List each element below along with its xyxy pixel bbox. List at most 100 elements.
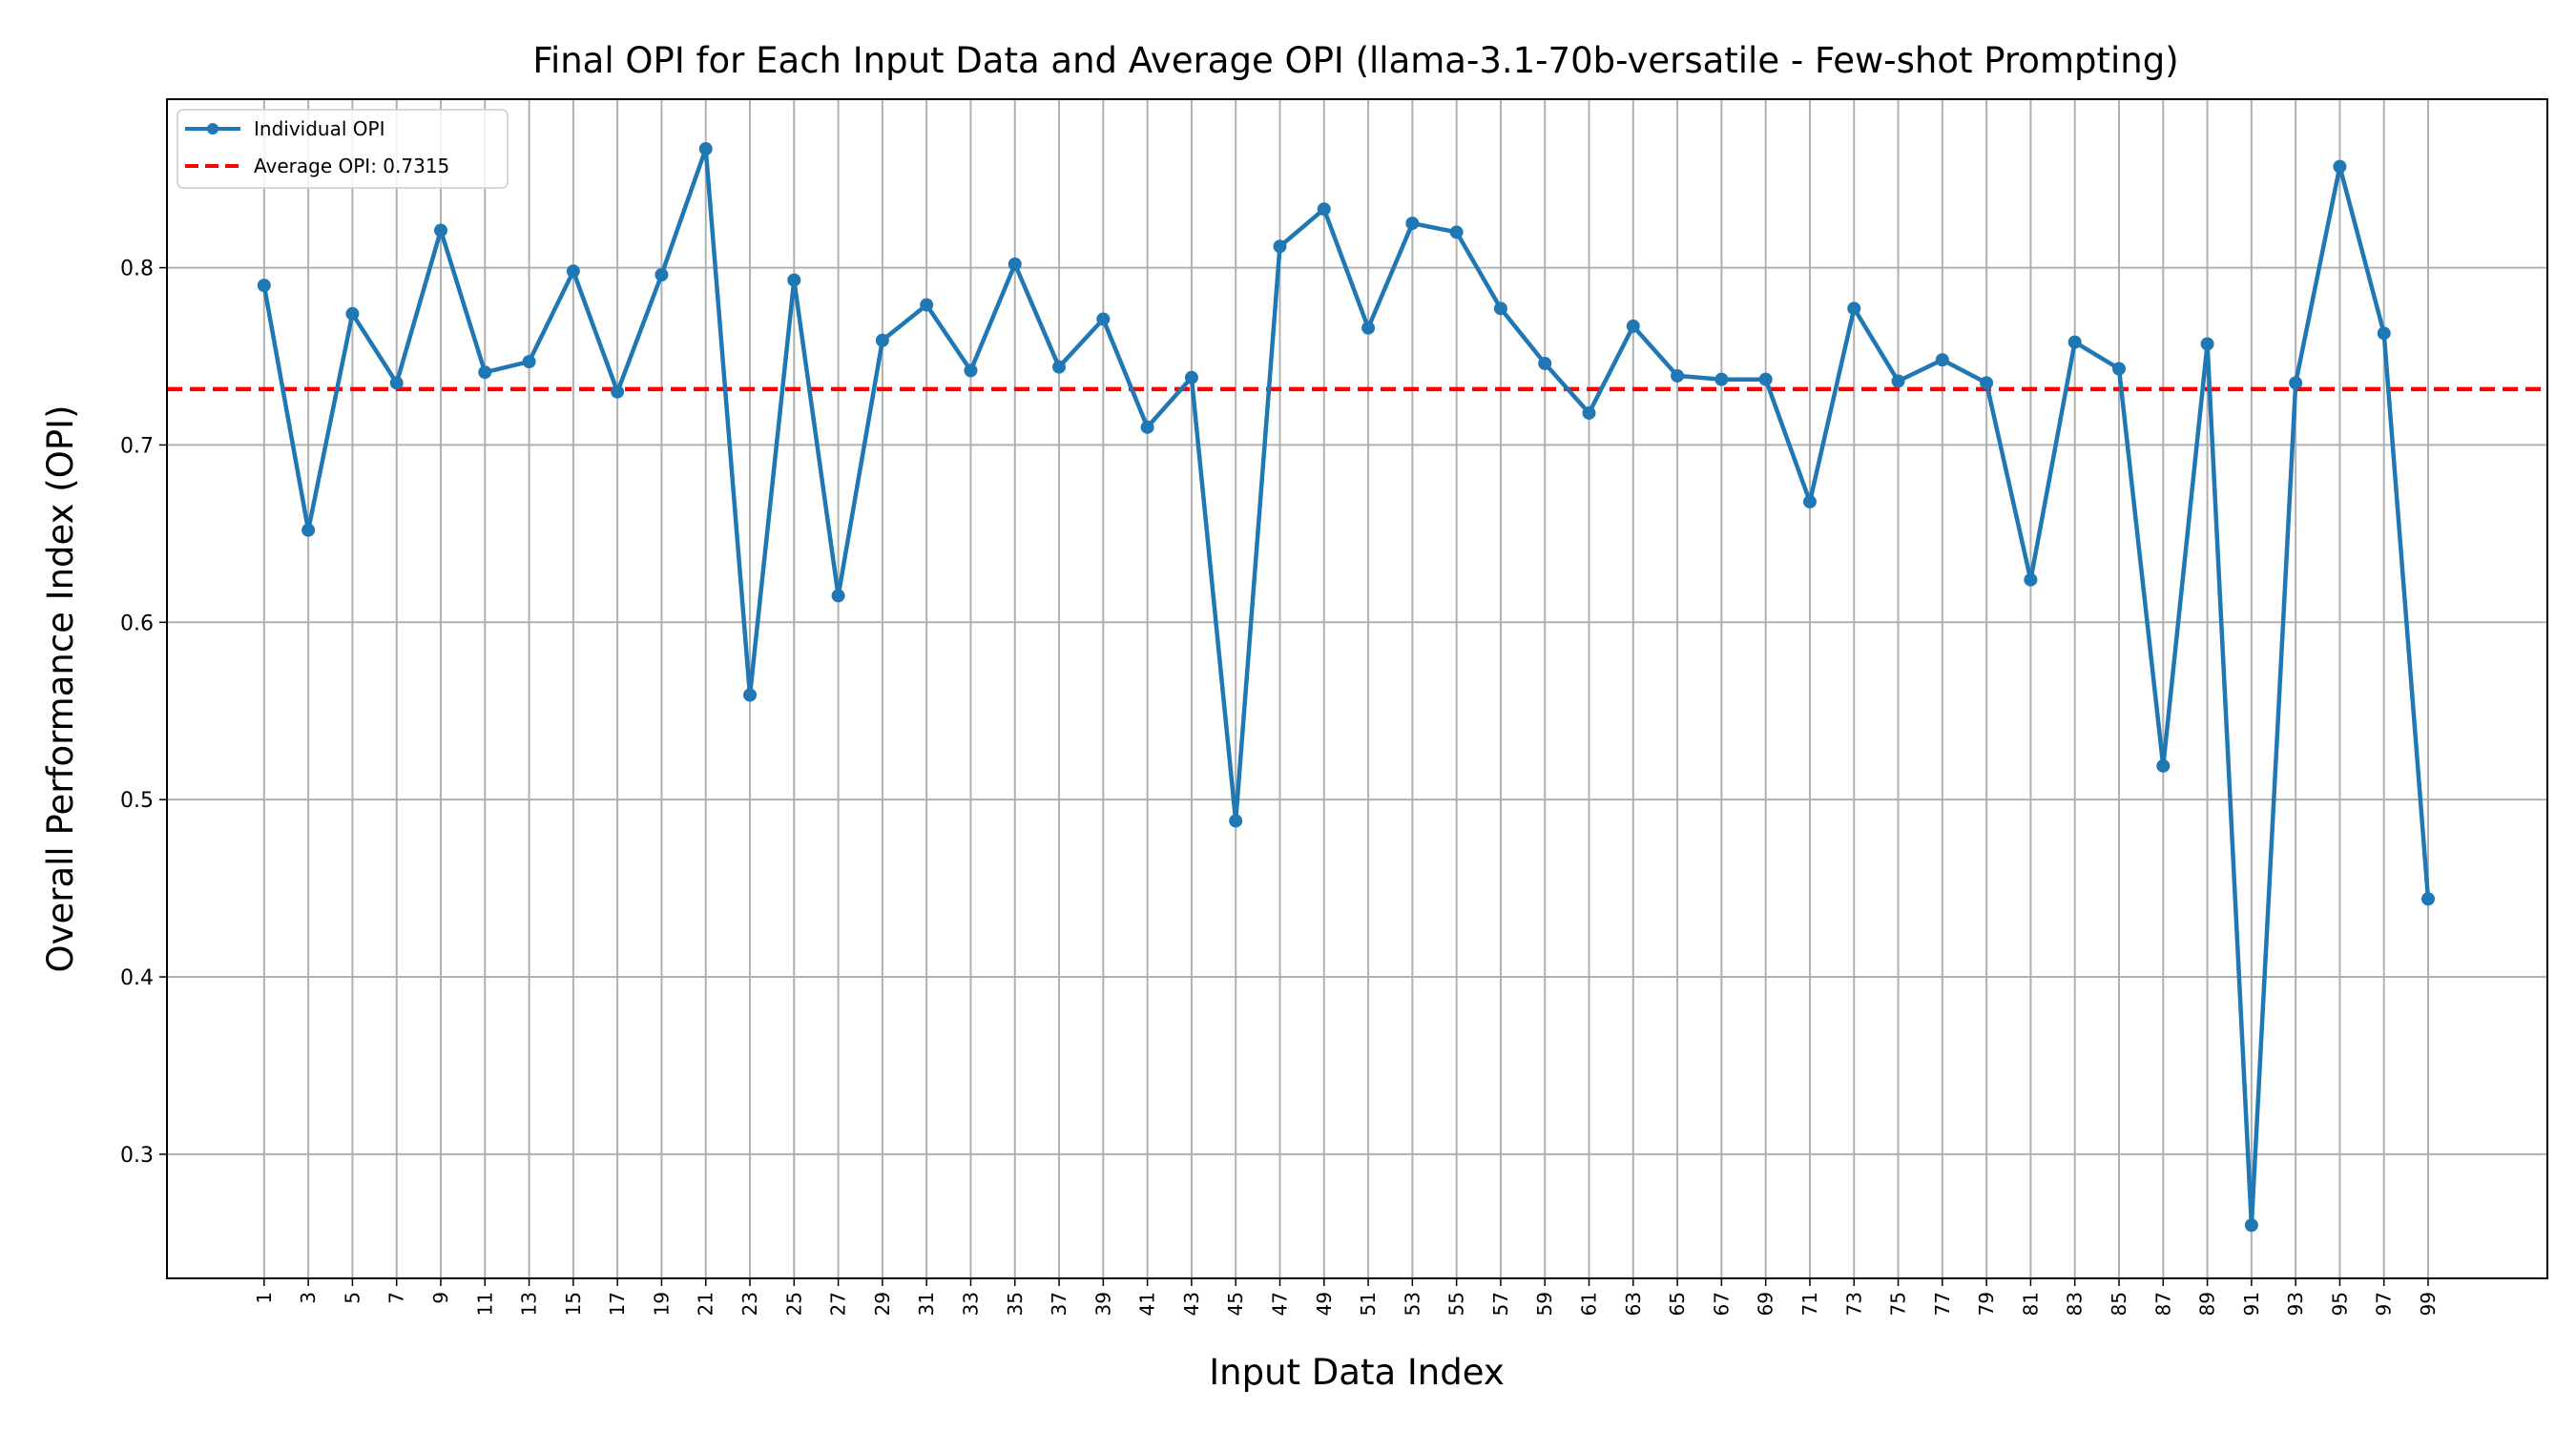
- data-point: [2067, 335, 2082, 349]
- x-tick-label: 59: [1533, 1292, 1556, 1316]
- x-tick-label: 87: [2151, 1292, 2174, 1316]
- x-tick-label: 37: [1048, 1292, 1070, 1316]
- x-tick-label: 17: [606, 1292, 629, 1316]
- legend-average-label: Average OPI: 0.7315: [254, 155, 449, 177]
- x-tick-label: 21: [695, 1292, 717, 1316]
- x-tick-label: 35: [1004, 1292, 1027, 1316]
- data-point: [345, 306, 360, 321]
- x-tick-label: 65: [1666, 1292, 1689, 1316]
- data-point: [1052, 360, 1067, 374]
- y-tick-label: 0.6: [120, 612, 154, 635]
- data-point: [478, 365, 492, 380]
- x-tick-label: 95: [2328, 1292, 2351, 1316]
- data-point: [2111, 362, 2126, 376]
- data-point: [1140, 420, 1154, 434]
- data-point: [875, 333, 889, 347]
- x-tick-label: 73: [1842, 1292, 1865, 1316]
- x-tick-label: 41: [1136, 1292, 1159, 1316]
- x-tick-label: 31: [915, 1292, 938, 1316]
- x-tick-label: 63: [1622, 1292, 1645, 1316]
- axis-ticks: 1 3 5 7 9 11 13 15 17 19 21 23 25 27 29 31 33 35 37 39 41 43 4…: [120, 258, 2440, 1317]
- legend-box: [177, 109, 509, 189]
- x-tick-label: 11: [473, 1292, 496, 1316]
- x-tick-label: 57: [1489, 1292, 1512, 1316]
- x-tick-label: 5: [341, 1292, 364, 1304]
- data-point: [1582, 405, 1596, 420]
- x-tick-label: 71: [1798, 1292, 1821, 1316]
- data-point: [1449, 225, 1464, 239]
- x-tick-label: 49: [1313, 1292, 1336, 1316]
- grid-lines: [167, 99, 2547, 1278]
- x-tick-label: 79: [1975, 1292, 1998, 1316]
- data-point: [698, 142, 713, 156]
- data-point: [1891, 374, 1905, 388]
- data-point: [1671, 368, 1685, 383]
- data-point: [654, 268, 669, 282]
- y-tick-label: 0.7: [120, 434, 154, 458]
- x-tick-label: 51: [1357, 1292, 1380, 1316]
- legend-series-marker: [207, 123, 218, 135]
- data-point: [964, 363, 978, 378]
- x-tick-label: 53: [1401, 1292, 1423, 1316]
- x-tick-label: 97: [2373, 1292, 2396, 1316]
- x-tick-label: 55: [1445, 1292, 1468, 1316]
- x-tick-label: 13: [518, 1292, 541, 1316]
- x-tick-label: 9: [429, 1292, 452, 1304]
- x-tick-label: 89: [2196, 1292, 2219, 1316]
- y-axis-label: Overall Performance Index (OPI): [40, 404, 81, 972]
- data-point: [920, 298, 934, 312]
- data-point: [1008, 257, 1022, 271]
- data-point: [1980, 376, 1994, 390]
- x-tick-label: 23: [738, 1292, 761, 1316]
- x-tick-label: 25: [782, 1292, 805, 1316]
- x-tick-label: 67: [1710, 1292, 1733, 1316]
- x-tick-label: 61: [1578, 1292, 1601, 1316]
- data-point: [1626, 319, 1640, 333]
- data-point: [1273, 239, 1287, 254]
- data-point: [257, 279, 271, 293]
- chart-title: Final OPI for Each Input Data and Averag…: [532, 40, 2178, 81]
- data-point: [611, 384, 625, 399]
- data-point: [1758, 372, 1773, 386]
- x-tick-label: 19: [650, 1292, 673, 1316]
- x-tick-label: 43: [1180, 1292, 1203, 1316]
- data-point: [2333, 159, 2347, 174]
- data-point: [1317, 202, 1331, 217]
- data-point: [522, 355, 536, 369]
- x-tick-label: 85: [2108, 1292, 2130, 1316]
- x-tick-label: 93: [2284, 1292, 2307, 1316]
- data-point: [1538, 356, 1552, 370]
- x-tick-label: 77: [1931, 1292, 1954, 1316]
- x-tick-label: 75: [1887, 1292, 1910, 1316]
- x-tick-label: 99: [2417, 1292, 2440, 1316]
- x-tick-label: 33: [959, 1292, 982, 1316]
- data-point: [1847, 301, 1861, 316]
- plot-frame: [166, 98, 2548, 1279]
- x-tick-label: 29: [871, 1292, 894, 1316]
- data-point: [743, 688, 758, 702]
- x-tick-label: 83: [2064, 1292, 2087, 1316]
- data-point: [1361, 321, 1376, 335]
- x-tick-label: 91: [2240, 1292, 2263, 1316]
- x-tick-label: 3: [297, 1292, 320, 1304]
- y-tick-label: 0.5: [120, 789, 154, 813]
- data-point: [1802, 494, 1817, 508]
- x-tick-label: 7: [385, 1292, 408, 1304]
- legend-series-label: Individual OPI: [254, 117, 384, 140]
- x-tick-label: 69: [1755, 1292, 1777, 1316]
- data-point: [787, 273, 801, 287]
- x-tick-label: 27: [827, 1292, 850, 1316]
- data-point: [433, 223, 447, 238]
- data-point: [2200, 337, 2214, 351]
- data-point: [301, 523, 316, 537]
- legend: Individual OPI Average OPI: 0.7315: [177, 109, 509, 189]
- individual-opi-line: [261, 146, 2431, 1228]
- data-point: [1184, 370, 1198, 384]
- data-point: [831, 589, 845, 603]
- x-tick-label: 47: [1268, 1292, 1291, 1316]
- x-tick-label: 45: [1224, 1292, 1247, 1316]
- y-tick-label: 0.8: [120, 258, 154, 281]
- data-point: [1935, 353, 1949, 367]
- y-tick-label: 0.4: [120, 966, 154, 990]
